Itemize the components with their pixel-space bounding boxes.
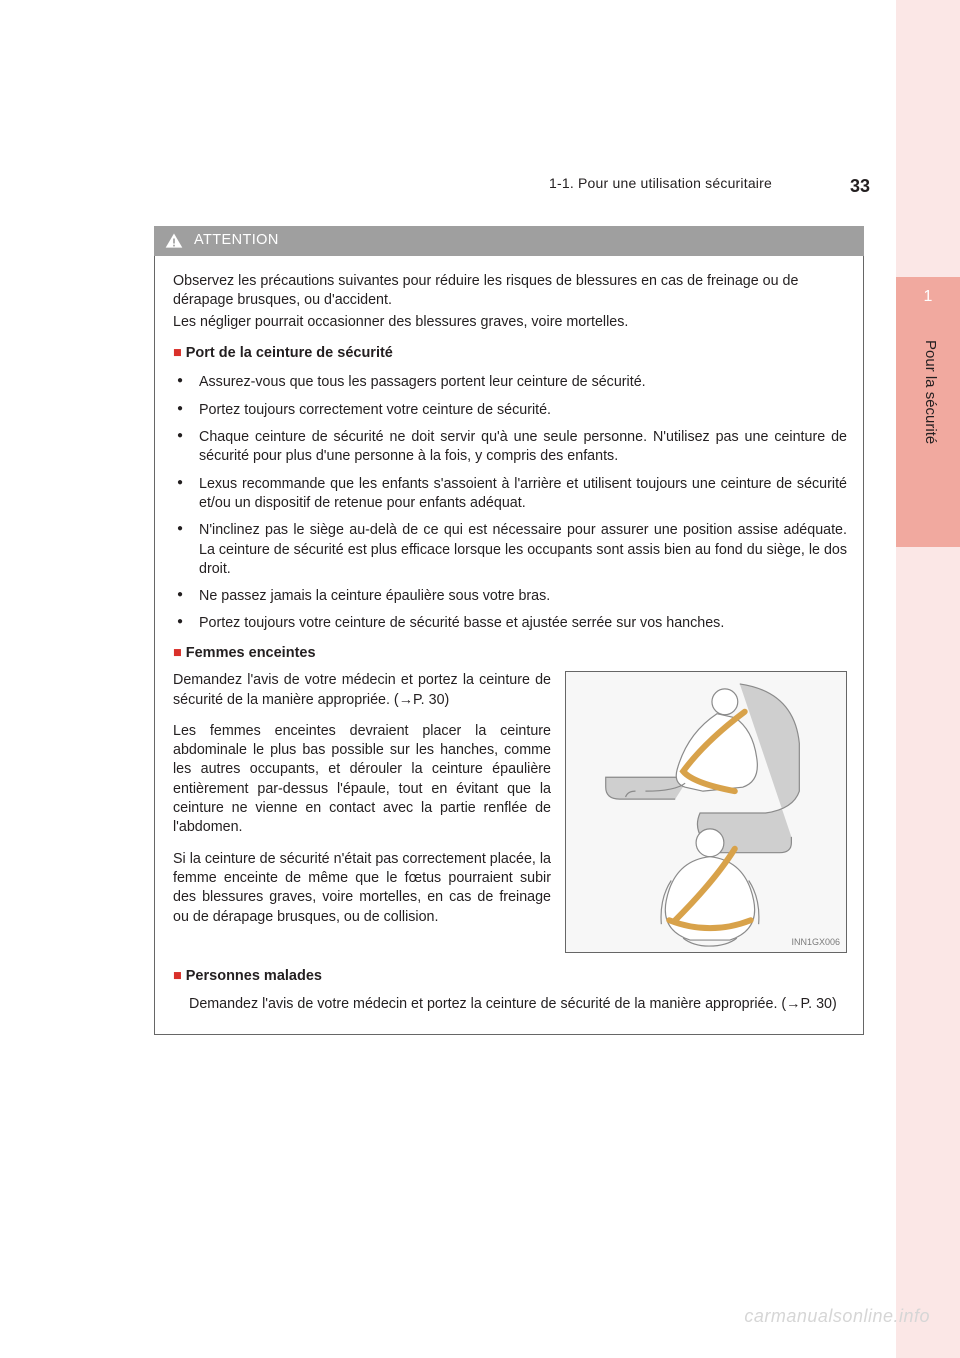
chapter-number: 1 xyxy=(896,286,960,308)
subheading-text: Port de la ceinture de sécurité xyxy=(186,345,393,361)
subheading-text: Personnes malades xyxy=(186,968,322,984)
attention-header: ATTENTION xyxy=(154,226,864,256)
list-item: Assurez-vous que tous les passagers port… xyxy=(199,373,847,392)
running-header: 33 1-1. Pour une utilisation sécuritaire xyxy=(150,174,870,198)
seatbelt-bullet-list: Assurez-vous que tous les passagers port… xyxy=(173,373,847,633)
square-marker-icon: ■ xyxy=(173,345,182,361)
subheading-text: Femmes enceintes xyxy=(186,645,316,661)
list-item: N'inclinez pas le siège au-delà de ce qu… xyxy=(199,521,847,579)
warning-icon xyxy=(164,231,184,251)
pregnant-para-2: Les femmes enceintes devraient placer la… xyxy=(173,722,551,838)
subheading-femmes-enceintes: ■Femmes enceintes xyxy=(173,644,847,664)
pregnant-section-row: Demandez l'avis de votre médecin et port… xyxy=(173,671,847,953)
square-marker-icon: ■ xyxy=(173,968,182,984)
pregnant-para-1: Demandez l'avis de votre médecin et port… xyxy=(173,671,551,710)
intro-line-1: Observez les précautions suivantes pour … xyxy=(173,272,847,311)
pregnant-seatbelt-illustration: INN1GX006 xyxy=(565,671,847,953)
attention-box: Observez les précautions suivantes pour … xyxy=(154,256,864,1035)
list-item: Ne passez jamais la ceinture épaulière s… xyxy=(199,587,847,606)
sick-persons-paragraph: Demandez l'avis de votre médecin et port… xyxy=(173,995,847,1014)
image-code: INN1GX006 xyxy=(791,936,840,948)
pregnant-para-3: Si la ceinture de sécurité n'était pas c… xyxy=(173,850,551,927)
sidebar-tab-bg xyxy=(896,0,960,1358)
square-marker-icon: ■ xyxy=(173,645,182,661)
page-number: 33 xyxy=(850,174,870,198)
list-item: Portez toujours votre ceinture de sécuri… xyxy=(199,614,847,633)
list-item: Lexus recommande que les enfants s'assoi… xyxy=(199,475,847,514)
seatbelt-diagram-icon xyxy=(566,672,846,952)
subheading-personnes-malades: ■Personnes malades xyxy=(173,967,847,987)
intro-line-2: Les négliger pourrait occasionner des bl… xyxy=(173,313,847,332)
section-title: 1-1. Pour une utilisation sécuritaire xyxy=(549,174,772,193)
watermark: carmanualsonline.info xyxy=(744,1304,930,1328)
pregnant-text-column: Demandez l'avis de votre médecin et port… xyxy=(173,671,551,953)
chapter-label: Pour la sécurité xyxy=(920,340,940,540)
attention-label: ATTENTION xyxy=(194,231,279,251)
list-item: Portez toujours correctement votre ceint… xyxy=(199,401,847,420)
list-item: Chaque ceinture de sécurité ne doit serv… xyxy=(199,428,847,467)
subheading-port-ceinture: ■Port de la ceinture de sécurité xyxy=(173,344,847,364)
